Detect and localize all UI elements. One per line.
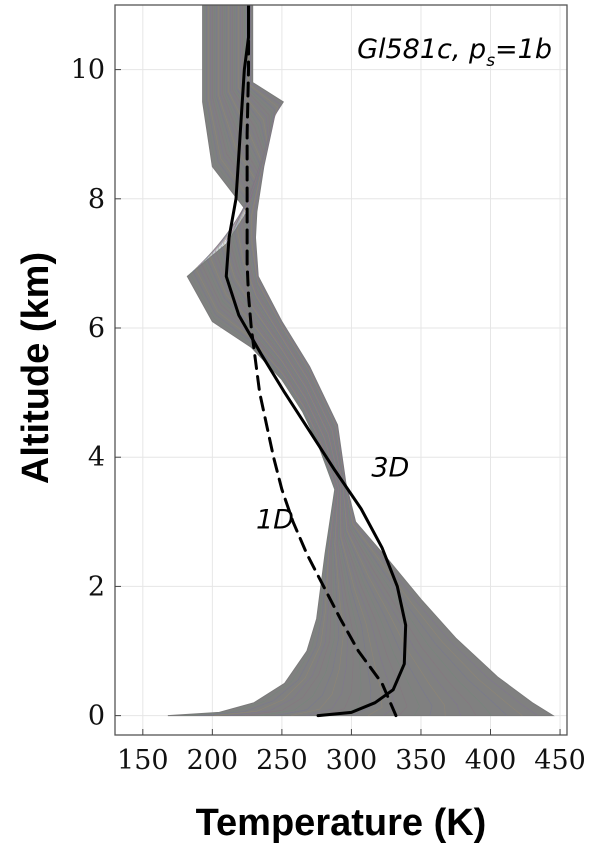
x-tick-label: 300 <box>326 745 378 776</box>
y-axis-title: Altitude (km) <box>15 252 57 484</box>
x-tick-label: 400 <box>465 745 517 776</box>
x-axis-title: Temperature (K) <box>196 802 487 844</box>
x-tick-label: 150 <box>117 745 169 776</box>
y-tick-label: 8 <box>88 184 105 215</box>
annotation-3d: 3D <box>371 453 409 484</box>
series-line-1d <box>245 5 398 718</box>
y-tick-label: 0 <box>88 701 105 732</box>
y-tick-label: 6 <box>88 313 105 344</box>
chart-title: Gl581c, ps=1b <box>357 34 552 71</box>
x-tick-label: 350 <box>395 745 447 776</box>
annotations: 1D 3D <box>256 453 409 536</box>
envelope-profile-line <box>200 5 338 716</box>
envelope-fill <box>167 5 555 717</box>
x-tick-label: 250 <box>256 745 308 776</box>
series-lines <box>224 5 408 718</box>
envelope-profile-line <box>250 5 538 716</box>
x-tick-label: 200 <box>187 745 239 776</box>
x-tick-label: 450 <box>534 745 586 776</box>
profile-envelope <box>167 5 555 717</box>
plot-frame <box>114 4 568 736</box>
y-tick-label: 4 <box>88 442 105 473</box>
series-line-3d <box>224 5 408 718</box>
y-tick-label: 2 <box>88 571 105 602</box>
axis-ticks: 150 200 250 300 350 400 450 0 2 4 6 8 10 <box>71 55 586 776</box>
y-tick-label: 10 <box>71 55 105 86</box>
annotation-1d: 1D <box>256 504 294 535</box>
